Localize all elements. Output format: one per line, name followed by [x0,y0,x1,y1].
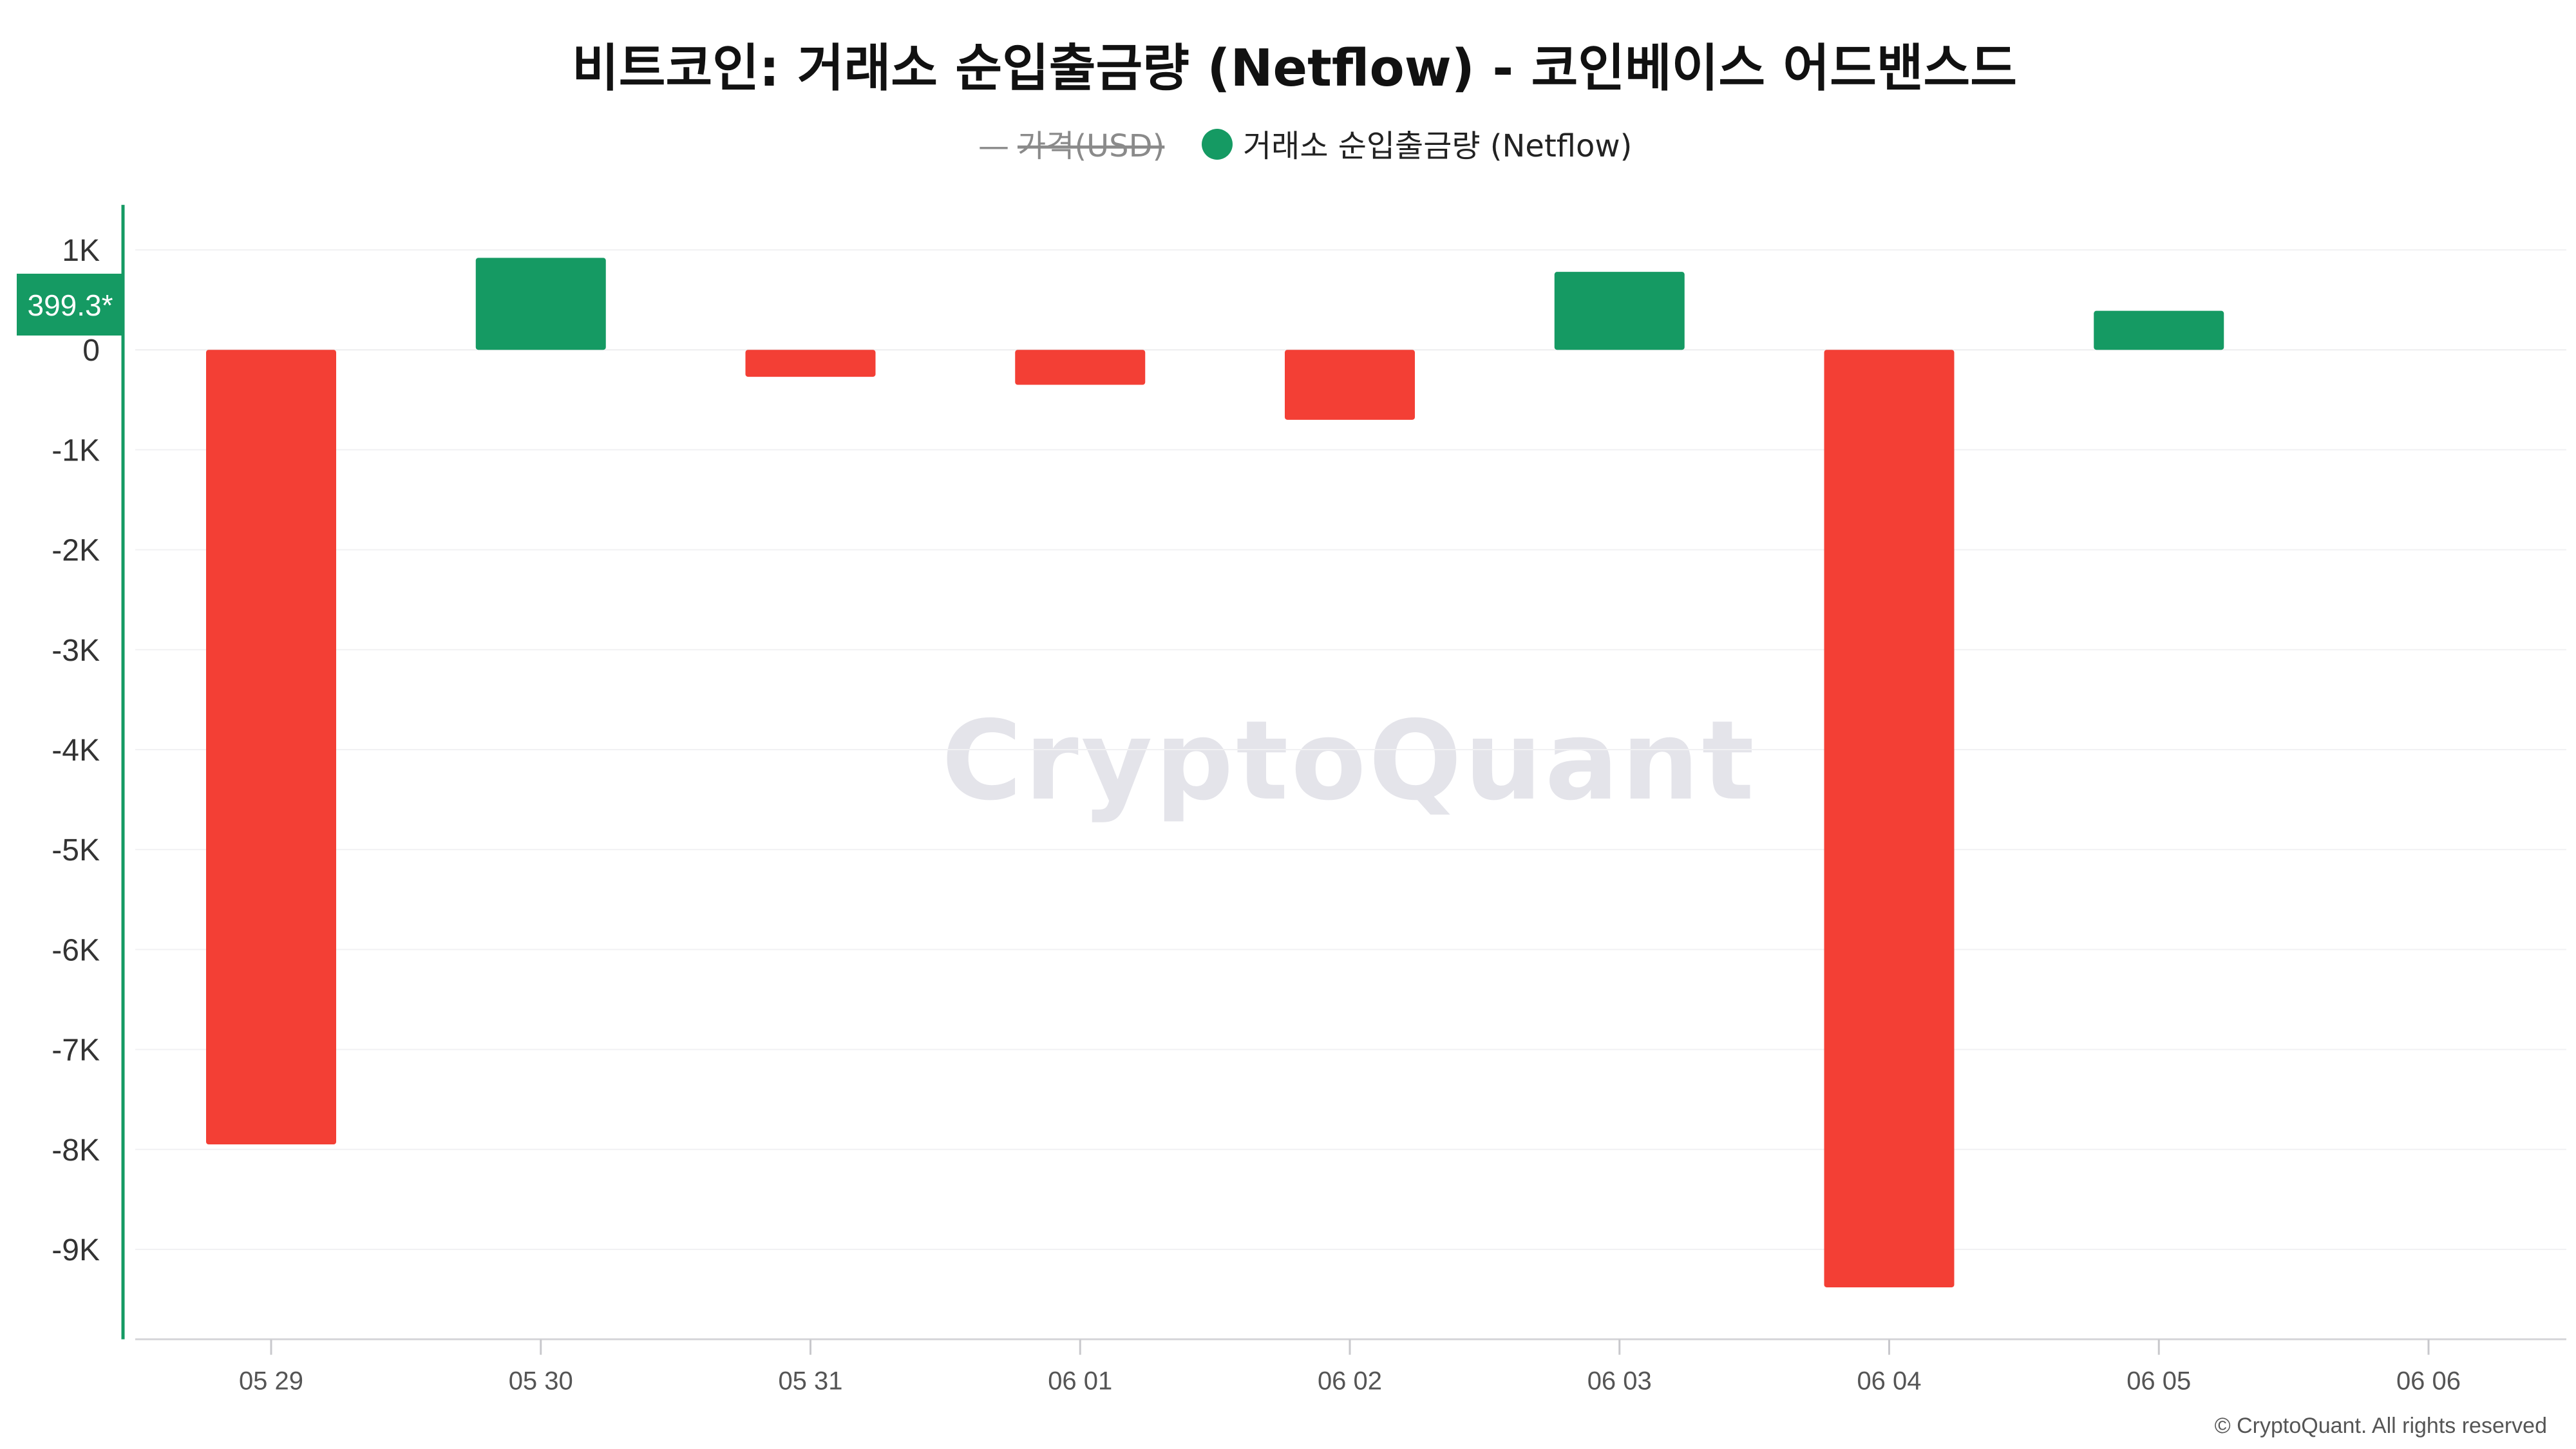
x-tick-label: 06 01 [1048,1367,1112,1396]
y-tick-label: -4K [52,734,100,768]
x-tick-label: 06 06 [2396,1367,2461,1396]
y-tick-label: -6K [52,933,100,967]
x-axis: 05 29 05 30 05 31 06 01 06 02 06 03 06 04 06 05… [135,1338,2566,1396]
y-tick-label: -1K [52,433,100,468]
legend: — 가격(USD) 거래소 순입출금량 (Netflow) [978,128,1632,164]
y-tick-label: -8K [52,1133,100,1168]
bar-negative [1285,350,1415,420]
copyright-notice: © CryptoQuant. All rights reserved [2215,1414,2547,1438]
y-tick-label: -9K [52,1233,100,1267]
x-tick-label: 06 05 [2126,1367,2191,1396]
legend-price-line-icon[interactable]: — [978,128,1009,164]
bar-negative [1015,350,1146,385]
y-tick-label: -2K [52,534,100,568]
x-tick-label: 06 04 [1857,1367,1921,1396]
current-value-marker: 399.3* [17,274,124,336]
bar-negative [1824,350,1955,1287]
y-tick-label: 1K [62,234,100,268]
x-tick-label: 05 29 [239,1367,303,1396]
y-tick-label: -7K [52,1034,100,1068]
x-tick-label: 05 31 [778,1367,842,1396]
y-tick-label: -3K [52,634,100,668]
bar-positive [475,258,606,350]
legend-netflow-dot-icon[interactable] [1202,129,1233,160]
bars [206,258,2224,1287]
y-tick-label: -5K [52,833,100,867]
y-tick-label: 0 [82,334,100,368]
bar-positive [2094,310,2224,350]
current-value-label: 399.3* [27,289,113,322]
legend-item-netflow[interactable]: 거래소 순입출금량 (Netflow) [1243,128,1632,164]
y-axis: 1K 0 -1K -2K -3K -4K -5K -6K -7K -8K -9K [52,205,125,1340]
x-tick-label: 06 03 [1587,1367,1652,1396]
legend-item-price[interactable]: 가격(USD) [1018,128,1164,164]
bar-negative [206,350,336,1145]
bar-positive [1554,272,1685,350]
x-tick-label: 06 02 [1318,1367,1382,1396]
watermark-logo: CryptoQuant [942,697,1757,825]
current-value-badge [17,274,124,336]
bar-negative [745,350,876,377]
grid-lines [135,249,2566,1250]
chart-title: 비트코인: 거래소 순입출금량 (Netflow) - 코인베이스 어드밴스드 [572,39,2017,98]
x-tick-label: 05 30 [509,1367,573,1396]
